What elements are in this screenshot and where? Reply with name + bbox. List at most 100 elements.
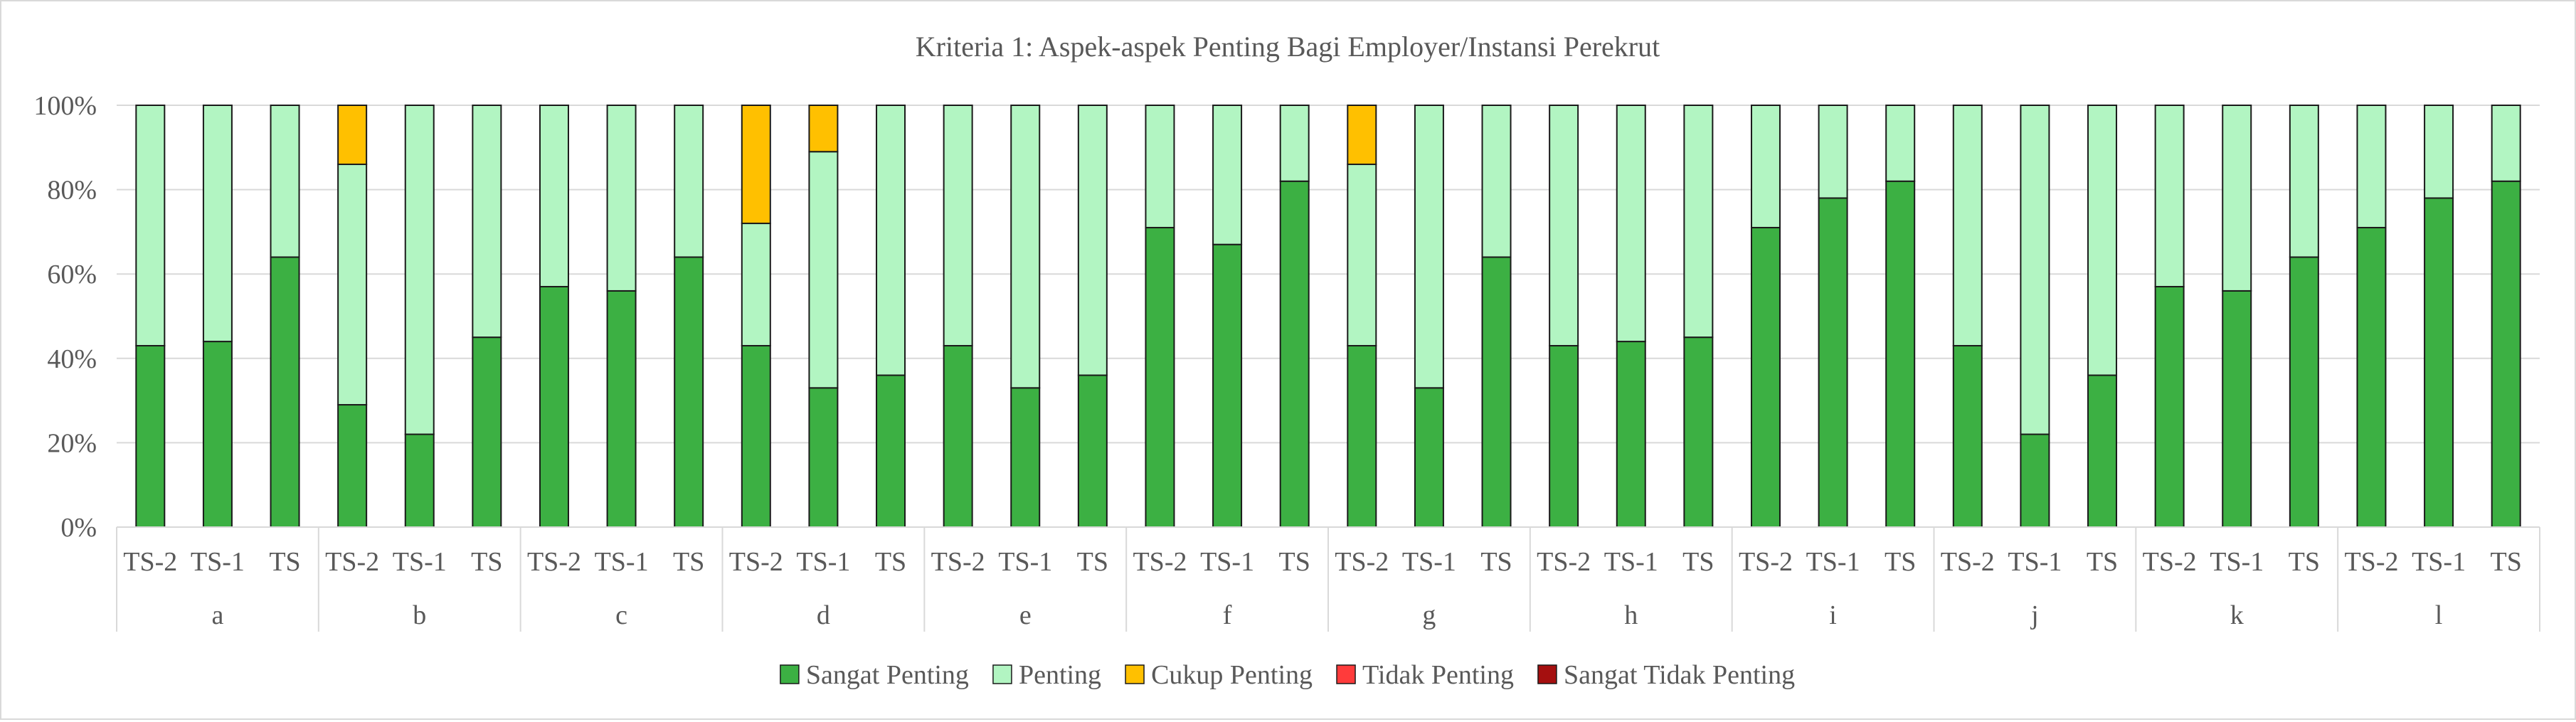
x-group-label: a — [211, 600, 223, 630]
bar-segment-sangat-penting — [1885, 180, 1916, 529]
bar-segment-sangat-penting — [808, 387, 839, 528]
bar-segment-sangat-penting — [2087, 374, 2118, 529]
x-subcategory-label: TS-1 — [2412, 547, 2466, 577]
bar-segment-sangat-penting — [270, 256, 300, 528]
bar-segment-sangat-penting — [1481, 256, 1512, 528]
gridlines — [117, 105, 2540, 444]
bar-segment-penting — [337, 164, 368, 406]
bar-segment-sangat-penting — [1212, 243, 1243, 528]
x-subcategory-label: TS-1 — [595, 547, 649, 577]
bar-segment-sangat-penting — [1414, 387, 1444, 528]
x-subcategory-label: TS-2 — [1133, 547, 1187, 577]
bar-segment-sangat-penting — [2154, 285, 2185, 528]
bar-segment-penting — [1683, 105, 1714, 339]
x-group-label: l — [2435, 600, 2443, 630]
bar-segment-penting — [2424, 105, 2454, 199]
tick-labels: 0% 20% 40% 60% 80% 100% TS-2 TS-1 TS TS-2 TS-1 TS TS… — [33, 91, 2522, 630]
bar-segment-penting — [539, 105, 569, 287]
x-subcategory-label: TS — [1480, 547, 1512, 577]
bar-segment-cukup-penting — [741, 105, 771, 225]
x-subcategory-label: TS-1 — [1402, 547, 1456, 577]
bar-segment-penting — [2289, 105, 2319, 258]
x-subcategory-label: TS — [1279, 547, 1310, 577]
bar-segment-sangat-penting — [606, 290, 637, 528]
bar-segment-penting — [1952, 105, 1983, 347]
x-subcategory-label: TS — [2087, 547, 2118, 577]
bar-segment-penting — [2356, 105, 2387, 228]
x-subcategory-label: TS-2 — [1739, 547, 1793, 577]
bar-segment-sangat-penting — [1347, 345, 1377, 529]
bar-segment-penting — [1010, 105, 1041, 389]
bar-segment-sangat-penting — [1145, 226, 1175, 528]
x-group-label: g — [1422, 600, 1436, 630]
bar-segment-penting — [1077, 105, 1108, 376]
bar-segment-penting — [741, 223, 771, 347]
axes — [116, 526, 2540, 632]
bar-segment-penting — [1212, 105, 1243, 245]
bar-segment-sangat-penting — [202, 341, 233, 528]
x-subcategory-label: TS — [269, 547, 300, 577]
bar-segment-sangat-penting — [1616, 341, 1646, 528]
legend-swatch — [1336, 664, 1356, 684]
x-group-label: d — [817, 600, 830, 630]
bar-segment-penting — [2222, 105, 2252, 292]
bar-segment-penting — [2154, 105, 2185, 287]
bars — [135, 105, 2521, 529]
x-subcategory-label: TS-2 — [527, 547, 581, 577]
x-subcategory-label: TS-2 — [2344, 547, 2398, 577]
bar-segment-penting — [943, 105, 973, 347]
x-subcategory-label: TS-2 — [2143, 547, 2197, 577]
x-subcategory-label: TS — [1885, 547, 1916, 577]
x-subcategory-label: TS — [875, 547, 906, 577]
y-tick-label: 0% — [60, 513, 97, 543]
bar-segment-sangat-penting — [741, 345, 771, 529]
x-subcategory-label: TS — [471, 547, 502, 577]
bar-segment-sangat-penting — [674, 256, 704, 528]
legend-label: Tidak Penting — [1362, 660, 1514, 690]
x-subcategory-label: TS-2 — [729, 547, 783, 577]
bar-segment-sangat-penting — [135, 345, 166, 529]
bar-segment-penting — [1145, 105, 1175, 228]
bar-segment-cukup-penting — [1347, 105, 1377, 166]
legend-swatch — [992, 664, 1012, 684]
bar-segment-sangat-penting — [1549, 345, 1579, 529]
x-subcategory-label: TS-1 — [796, 547, 850, 577]
bar-segment-sangat-penting — [1683, 336, 1714, 528]
x-subcategory-label: TS — [673, 547, 704, 577]
x-subcategory-label: TS-2 — [1537, 547, 1591, 577]
bar-segment-penting — [202, 105, 233, 343]
bar-segment-sangat-penting — [2356, 226, 2387, 528]
x-subcategory-label: TS — [1682, 547, 1714, 577]
legend-swatch — [1125, 664, 1145, 684]
bar-segment-penting — [270, 105, 300, 258]
legend-label: Cukup Penting — [1151, 660, 1313, 690]
x-subcategory-label: TS-1 — [998, 547, 1052, 577]
bar-segment-sangat-penting — [1279, 180, 1310, 529]
x-subcategory-label: TS — [2491, 547, 2522, 577]
bar-segment-cukup-penting — [337, 105, 368, 166]
bar-segment-sangat-penting — [2424, 197, 2454, 528]
x-group-label: k — [2230, 600, 2244, 630]
bar-segment-penting — [472, 105, 502, 339]
bar-segment-penting — [1279, 105, 1310, 182]
bar-segment-sangat-penting — [2222, 290, 2252, 528]
x-subcategory-label: TS-1 — [1604, 547, 1658, 577]
bar-segment-penting — [1481, 105, 1512, 258]
x-subcategory-label: TS-1 — [191, 547, 245, 577]
x-subcategory-label: TS-1 — [1806, 547, 1860, 577]
y-tick-label: 40% — [47, 344, 97, 374]
y-tick-label: 100% — [33, 91, 97, 121]
legend-label: Sangat Tidak Penting — [1564, 660, 1795, 690]
x-group-label: f — [1223, 600, 1232, 630]
y-tick-label: 80% — [47, 176, 97, 206]
legend-label: Penting — [1019, 660, 1101, 690]
x-group-label: c — [615, 600, 627, 630]
x-subcategory-label: TS — [1077, 547, 1108, 577]
x-group-label: i — [1829, 600, 1837, 630]
bar-segment-penting — [2020, 105, 2050, 435]
bar-segment-sangat-penting — [943, 345, 973, 529]
bar-segment-sangat-penting — [539, 285, 569, 528]
x-subcategory-label: TS — [2289, 547, 2320, 577]
x-subcategory-label: TS-2 — [325, 547, 379, 577]
